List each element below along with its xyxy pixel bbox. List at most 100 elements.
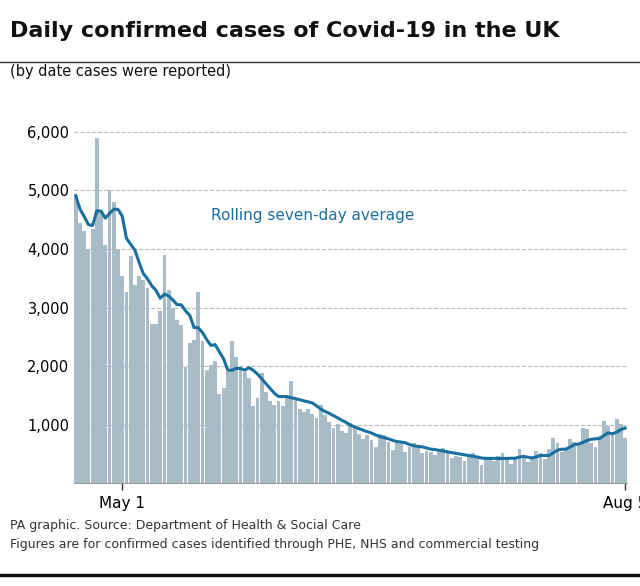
Bar: [218, 394, 221, 483]
Bar: [200, 342, 204, 483]
Bar: [522, 456, 525, 483]
Bar: [260, 373, 264, 483]
Bar: [357, 434, 361, 483]
Bar: [268, 401, 272, 483]
Bar: [281, 406, 285, 483]
Bar: [585, 430, 589, 483]
Bar: [572, 442, 576, 483]
Bar: [391, 449, 395, 483]
Bar: [273, 404, 276, 483]
Bar: [209, 366, 213, 483]
Bar: [416, 447, 420, 483]
Bar: [328, 421, 331, 483]
Bar: [619, 424, 623, 483]
Bar: [310, 414, 314, 483]
Bar: [530, 458, 534, 483]
Bar: [611, 434, 614, 483]
Bar: [179, 325, 183, 483]
Bar: [86, 249, 90, 483]
Bar: [361, 439, 365, 483]
Bar: [505, 458, 509, 483]
Bar: [497, 456, 500, 483]
Bar: [252, 406, 255, 483]
Bar: [116, 250, 120, 483]
Bar: [167, 291, 171, 483]
Bar: [433, 455, 437, 483]
Bar: [298, 408, 301, 483]
Bar: [387, 442, 390, 483]
Text: Figures are for confirmed cases identified through PHE, NHS and commercial testi: Figures are for confirmed cases identifi…: [10, 538, 539, 551]
Bar: [560, 452, 564, 483]
Bar: [112, 202, 116, 483]
Bar: [534, 451, 538, 483]
Text: Rolling seven-day average: Rolling seven-day average: [211, 207, 414, 223]
Bar: [374, 447, 378, 483]
Bar: [594, 447, 597, 483]
Bar: [285, 398, 289, 483]
Bar: [234, 357, 238, 483]
Bar: [294, 398, 298, 483]
Bar: [403, 452, 407, 483]
Bar: [412, 443, 416, 483]
Bar: [442, 448, 445, 483]
Bar: [488, 457, 492, 483]
Bar: [344, 432, 348, 483]
Bar: [623, 438, 627, 483]
Bar: [74, 196, 77, 483]
Bar: [568, 439, 572, 483]
Bar: [150, 324, 154, 483]
Bar: [125, 292, 129, 483]
Bar: [264, 392, 268, 483]
Bar: [171, 308, 175, 483]
Bar: [467, 457, 470, 483]
Bar: [399, 444, 403, 483]
Bar: [395, 443, 399, 483]
Bar: [471, 453, 475, 483]
Bar: [556, 442, 559, 483]
Bar: [492, 461, 496, 483]
Bar: [319, 404, 323, 483]
Bar: [539, 453, 543, 483]
Bar: [196, 292, 200, 483]
Bar: [500, 453, 504, 483]
Bar: [598, 435, 602, 483]
Bar: [450, 458, 454, 483]
Bar: [463, 461, 467, 483]
Bar: [378, 434, 382, 483]
Bar: [95, 138, 99, 483]
Bar: [547, 448, 551, 483]
Bar: [602, 421, 606, 483]
Bar: [382, 435, 386, 483]
Bar: [615, 418, 618, 483]
Bar: [577, 444, 580, 483]
Bar: [429, 452, 433, 483]
Bar: [454, 455, 458, 483]
Bar: [239, 367, 243, 483]
Bar: [315, 418, 319, 483]
Bar: [104, 244, 107, 483]
Bar: [184, 367, 188, 483]
Bar: [163, 255, 166, 483]
Bar: [551, 438, 555, 483]
Bar: [213, 361, 217, 483]
Bar: [408, 447, 412, 483]
Bar: [543, 459, 547, 483]
Bar: [589, 443, 593, 483]
Bar: [476, 457, 479, 483]
Bar: [243, 372, 246, 483]
Bar: [289, 381, 293, 483]
Bar: [154, 324, 158, 483]
Bar: [276, 401, 280, 483]
Bar: [332, 428, 335, 483]
Bar: [479, 465, 483, 483]
Bar: [323, 415, 327, 483]
Bar: [108, 190, 111, 483]
Bar: [437, 452, 441, 483]
Bar: [564, 449, 568, 483]
Bar: [175, 320, 179, 483]
Bar: [226, 372, 230, 483]
Bar: [365, 435, 369, 483]
Bar: [78, 223, 82, 483]
Bar: [581, 428, 585, 483]
Bar: [188, 343, 192, 483]
